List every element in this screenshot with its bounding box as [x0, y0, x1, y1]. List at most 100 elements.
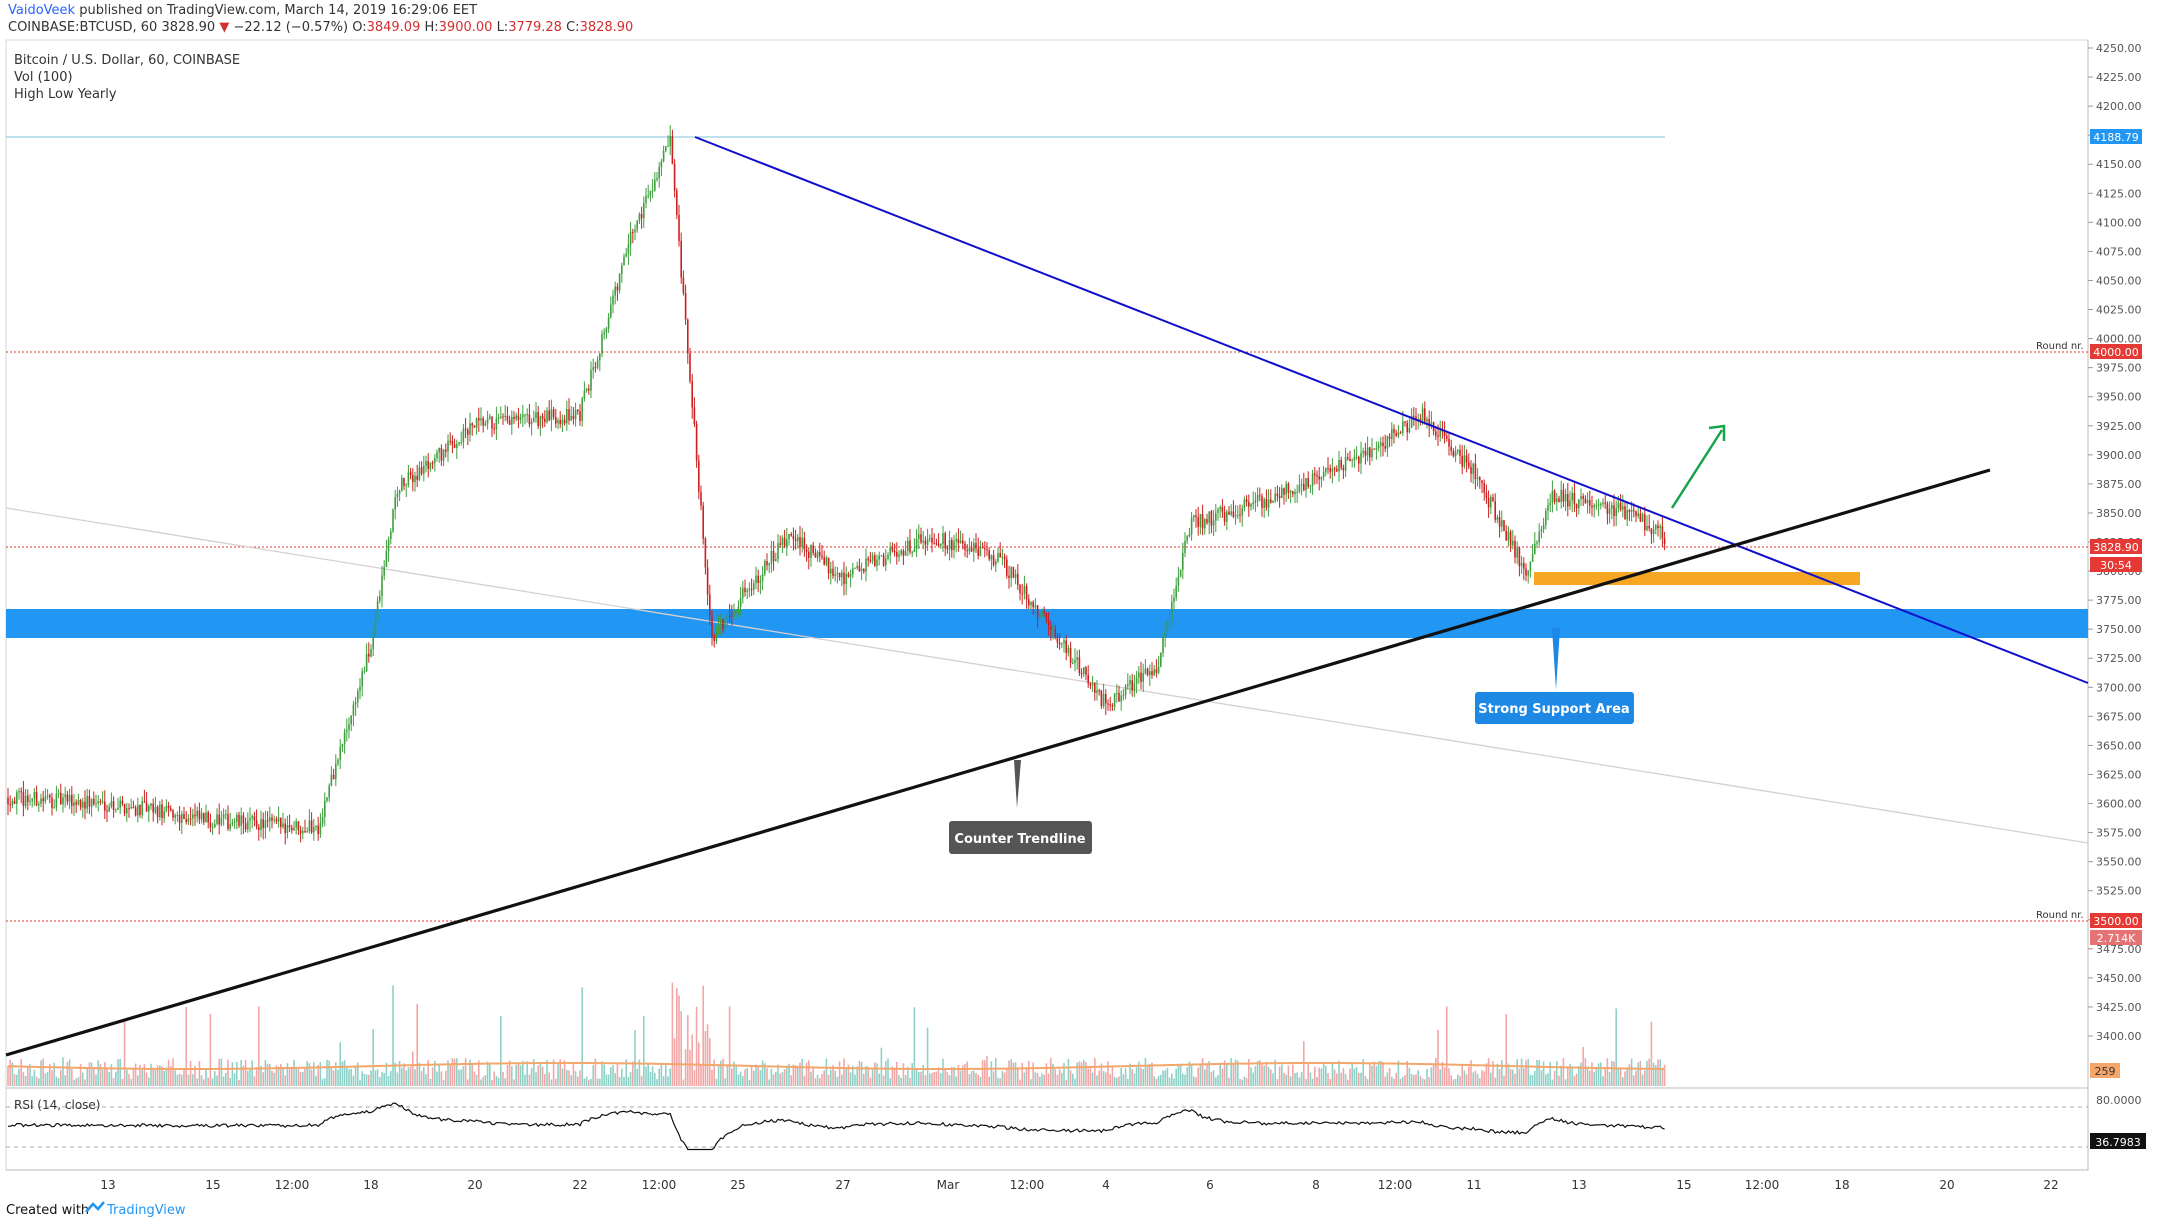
candle-body: [1613, 505, 1615, 517]
volume-bar: [1483, 1071, 1485, 1086]
high-price-tag: [2090, 129, 2142, 144]
candle-body: [660, 161, 663, 167]
candle-body: [337, 759, 339, 764]
volume-bar: [702, 985, 704, 1086]
volume-bar: [975, 1073, 977, 1086]
volume-bar: [1417, 1070, 1419, 1086]
candle-body: [409, 472, 412, 475]
candle-body: [1333, 468, 1336, 470]
candle-body: [233, 821, 236, 823]
volume-bar: [209, 1013, 212, 1086]
candle-body: [1351, 460, 1353, 462]
candle-body: [1061, 643, 1063, 645]
candle-body: [1168, 619, 1171, 621]
candle-body: [440, 448, 443, 461]
candle-body: [332, 774, 335, 780]
candle-body: [803, 537, 806, 550]
candle-body: [1591, 505, 1593, 508]
candle-body: [869, 560, 872, 562]
candle-body: [486, 418, 489, 424]
candle-body: [986, 549, 988, 551]
volume-bar: [495, 1075, 498, 1086]
volume-bar: [1652, 1062, 1655, 1086]
candle-body: [779, 543, 781, 545]
candle-body: [145, 802, 148, 812]
volume-bar: [682, 1079, 685, 1086]
candle-body: [275, 819, 278, 822]
candle-body: [1232, 511, 1235, 517]
candle-body: [174, 815, 176, 818]
volume-bar: [1294, 1073, 1296, 1086]
volume-bar: [282, 1067, 284, 1086]
candle-body: [253, 816, 256, 821]
candle-body: [247, 820, 249, 830]
volume-bar: [1597, 1063, 1600, 1086]
candle-body: [770, 550, 773, 564]
price-tick-label: 3600.00: [2096, 798, 2142, 811]
candle-body: [390, 531, 392, 540]
candle-body: [280, 817, 282, 828]
volume-bar: [1655, 1065, 1657, 1086]
volume-bar: [1380, 1060, 1382, 1086]
volume-bar: [1382, 1061, 1384, 1086]
candle-body: [489, 416, 491, 419]
candle-body: [1380, 442, 1382, 446]
candle-body: [669, 136, 671, 146]
volume-bar: [392, 985, 394, 1086]
volume-bar: [1430, 1067, 1433, 1086]
volume-bar: [1608, 1072, 1611, 1086]
volume-bar: [1102, 1071, 1105, 1086]
candle-body: [357, 690, 359, 703]
volume-bar: [1001, 1071, 1004, 1086]
candle-body: [1243, 499, 1246, 509]
volume-bar: [1525, 1060, 1527, 1086]
candle-body: [781, 537, 784, 545]
volume-bar: [695, 1006, 698, 1086]
legend-title: Bitcoin / U.S. Dollar, 60, COINBASE: [14, 53, 240, 68]
volume-bar: [346, 1065, 348, 1086]
candle-body: [1391, 429, 1393, 439]
volume-bar: [172, 1058, 174, 1086]
candle-body: [1386, 436, 1389, 449]
footer-brand-link[interactable]: TradingView: [106, 1203, 186, 1218]
volume-bar: [183, 1067, 185, 1086]
candle-body: [1217, 509, 1219, 513]
volume-bar: [456, 1058, 458, 1086]
candle-body: [744, 587, 746, 593]
volume-bar: [1542, 1061, 1545, 1086]
candle-body: [396, 493, 399, 498]
volume-bar: [992, 1071, 995, 1086]
author-link[interactable]: VaidoVeek: [8, 3, 76, 18]
candle-body: [964, 543, 966, 551]
volume-bar: [1252, 1072, 1254, 1086]
volume-bar: [517, 1062, 520, 1086]
volume-bar: [297, 1069, 300, 1086]
candle-body: [104, 801, 106, 811]
low-value: 3779.28: [508, 20, 562, 35]
volume-bar: [1503, 1075, 1505, 1086]
candle-body: [53, 807, 55, 809]
volume-bar: [1602, 1076, 1604, 1086]
volume-bars: [7, 982, 1666, 1086]
candle-body: [1032, 601, 1034, 608]
round-4000-note: Round nr.: [2036, 341, 2084, 352]
volume-bar: [90, 1062, 93, 1086]
candle-body: [819, 551, 821, 556]
candle-body: [1635, 511, 1637, 517]
candle-body: [339, 747, 341, 760]
candle-body: [581, 398, 583, 421]
candle-body: [1661, 526, 1664, 539]
volume-bar: [451, 1058, 454, 1086]
volume-bar: [1162, 1070, 1164, 1086]
volume-bar: [935, 1071, 938, 1086]
volume-bar: [445, 1070, 447, 1086]
candle-body: [995, 561, 997, 565]
candle-body: [35, 792, 38, 806]
volume-bar: [53, 1062, 55, 1086]
volume-bar: [1256, 1061, 1259, 1086]
candle-body: [55, 793, 58, 808]
volume-bar: [592, 1065, 594, 1086]
candle-body: [304, 830, 306, 832]
candle-body: [33, 792, 36, 799]
